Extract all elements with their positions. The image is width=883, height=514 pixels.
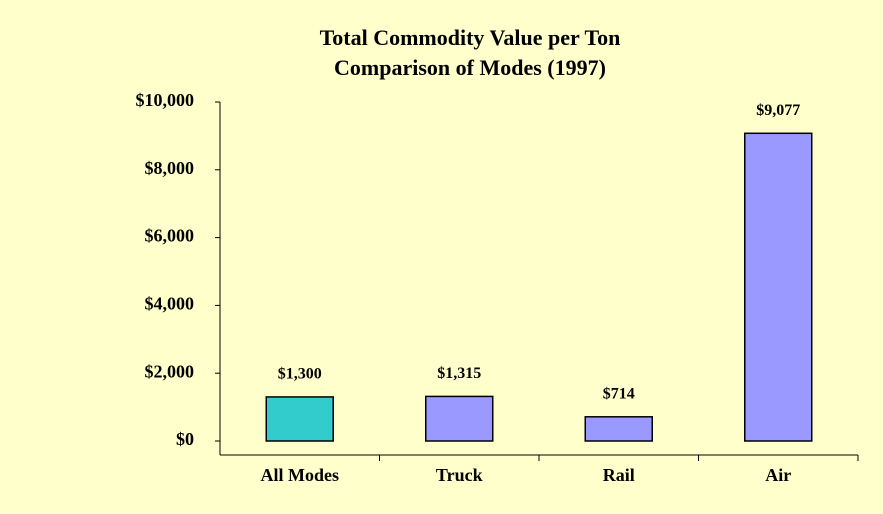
chart-title: Total Commodity Value per Ton — [320, 25, 621, 50]
y-tick-label: $10,000 — [136, 90, 195, 110]
value-label: $1,300 — [278, 366, 322, 383]
chart-subtitle: Comparison of Modes (1997) — [334, 55, 606, 80]
y-tick-label: $6,000 — [145, 226, 195, 246]
bar — [584, 416, 653, 442]
y-tick-label: $4,000 — [145, 294, 195, 314]
y-tick-label: $0 — [176, 429, 194, 449]
x-tick-label: Air — [765, 465, 791, 485]
x-tick-label: Truck — [436, 465, 483, 485]
value-label: $714 — [603, 385, 635, 402]
x-tick-label: All Modes — [261, 465, 340, 485]
y-tick-label: $8,000 — [145, 158, 195, 178]
y-tick-label: $2,000 — [145, 361, 195, 381]
x-tick-label: Rail — [603, 465, 635, 485]
bar — [265, 396, 334, 442]
value-label: $1,315 — [437, 365, 481, 382]
bar — [744, 132, 813, 442]
value-label: $9,077 — [756, 102, 800, 119]
bar — [425, 395, 494, 442]
